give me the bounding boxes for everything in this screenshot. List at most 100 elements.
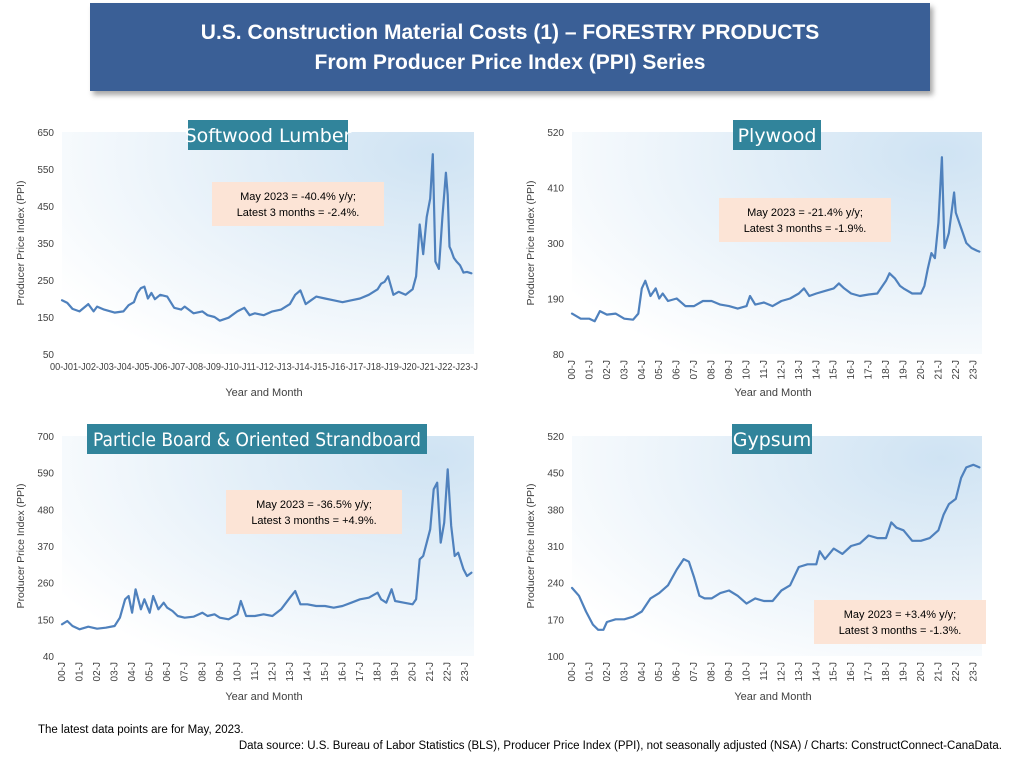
svg-text:Softwood Lumber: Softwood Lumber <box>185 125 352 147</box>
svg-text:Particle Board & Oriented Stra: Particle Board & Oriented Strandboard <box>93 429 421 451</box>
x-tick-label: 21-J <box>933 662 944 681</box>
y-tick-label: 100 <box>547 652 564 663</box>
x-tick-label: 10-J <box>232 662 243 681</box>
x-tick-label: 23-J <box>968 360 979 379</box>
x-tick-label: 22-J <box>951 662 962 681</box>
x-tick-label: 09-J <box>724 662 735 681</box>
x-tick-label: 02-J <box>602 360 613 379</box>
y-tick-label: 550 <box>37 165 54 176</box>
x-tick-label: 15-J <box>320 662 331 681</box>
x-tick-label: 00-J <box>567 360 578 379</box>
x-tick-label: 20-J <box>916 662 927 681</box>
annotation-box: May 2023 = -40.4% y/y; Latest 3 months = … <box>212 182 384 226</box>
x-tick-label: 04-J <box>127 662 138 681</box>
y-tick-label: 260 <box>37 579 54 590</box>
chart-title: Particle Board & Oriented Strandboard <box>87 424 427 454</box>
x-tick-label: 04-J <box>637 662 648 681</box>
x-tick-label: 19-J <box>390 662 401 681</box>
x-tick-label: 15-J <box>829 662 840 681</box>
x-tick-label: 09-J <box>215 662 226 681</box>
y-tick-label: 370 <box>37 542 54 553</box>
x-tick-label: 11-J <box>759 360 770 379</box>
x-tick-label: 18-J <box>373 662 384 681</box>
x-tick-label: 06-J <box>162 662 173 681</box>
y-tick-label: 310 <box>547 542 564 553</box>
annotation-box: May 2023 = -36.5% y/y; Latest 3 months = … <box>226 490 402 534</box>
x-tick-label: 22-J <box>951 360 962 379</box>
y-axis-label: Producer Price Index (PPI) <box>525 181 537 306</box>
x-tick-label: 07-J <box>180 662 191 681</box>
y-tick-label: 480 <box>37 505 54 516</box>
svg-text:May 2023 = -21.4% y/y;: May 2023 = -21.4% y/y; <box>747 207 863 219</box>
x-tick-label: 00-J <box>57 662 68 681</box>
x-tick-label: 01-J <box>584 662 595 681</box>
series-line <box>60 468 473 631</box>
series-line <box>60 153 473 322</box>
y-tick-label: 700 <box>37 432 54 443</box>
y-tick-label: 40 <box>43 652 55 663</box>
x-tick-label: 08-J <box>707 360 718 379</box>
x-tick-label: 16-J <box>846 662 857 681</box>
y-tick-label: 650 <box>37 128 54 139</box>
x-tick-label: 14-J <box>302 662 313 681</box>
x-tick-label: 20-J <box>408 662 419 681</box>
x-tick-label: 17-J <box>355 662 366 681</box>
x-tick-label: 07-J <box>689 360 700 379</box>
x-tick-label: 21-J <box>425 662 436 681</box>
x-tick-label: 05-J <box>654 360 665 379</box>
x-tick-label: 18-J <box>881 360 892 379</box>
x-tick-label: 02-J <box>602 662 613 681</box>
svg-text:May 2023 = +3.4% y/y;: May 2023 = +3.4% y/y; <box>844 609 957 621</box>
x-tick-label: 01-J <box>584 360 595 379</box>
x-tick-label: 06-J <box>672 662 683 681</box>
x-tick-label: 16-J <box>846 360 857 379</box>
series-line <box>570 156 981 323</box>
x-tick-label: 07-J <box>689 662 700 681</box>
x-tick-label: 12-J <box>267 662 278 681</box>
y-tick-label: 450 <box>547 469 564 480</box>
y-axis-label: Producer Price Index (PPI) <box>15 484 27 609</box>
x-axis-label: Year and Month <box>734 387 811 399</box>
y-tick-label: 240 <box>547 579 564 590</box>
y-tick-label: 80 <box>553 350 565 361</box>
x-tick-label: 01-J <box>75 662 86 681</box>
x-tick-labels: 00-J01-J02-J03-J04-J05-J06-J07-J08-J09-J… <box>50 362 478 373</box>
x-tick-label: 16-J <box>338 662 349 681</box>
x-tick-label: 10-J <box>741 662 752 681</box>
chart-particle-board-osb: 40 150 260 370 480 590 700 00-J 01-J 02-J 03-J 04-J… <box>0 422 500 714</box>
annotation-box: May 2023 = -21.4% y/y; Latest 3 months = … <box>719 198 891 242</box>
y-axis-label: Producer Price Index (PPI) <box>15 181 27 306</box>
x-tick-label: 13-J <box>285 662 296 681</box>
x-tick-label: 13-J <box>794 360 805 379</box>
x-tick-label: 21-J <box>933 360 944 379</box>
series-line <box>570 463 981 631</box>
x-tick-label: 12-J <box>776 662 787 681</box>
data-source: Data source: U.S. Bureau of Labor Statis… <box>238 740 1002 752</box>
y-tick-label: 50 <box>43 350 55 361</box>
x-tick-label: 15-J <box>829 360 840 379</box>
footnote: The latest data points are for May, 2023… <box>38 724 244 736</box>
x-axis-label: Year and Month <box>734 691 811 703</box>
svg-text:May 2023 = -40.4% y/y;: May 2023 = -40.4% y/y; <box>240 191 356 203</box>
x-tick-label: 14-J <box>811 662 822 681</box>
y-axis-label: Producer Price Index (PPI) <box>525 484 537 609</box>
y-tick-label: 170 <box>547 615 564 626</box>
x-tick-label: 00-J <box>567 662 578 681</box>
x-tick-label: 19-J <box>898 360 909 379</box>
x-axis-label: Year and Month <box>225 387 302 399</box>
y-tick-label: 300 <box>547 239 564 250</box>
x-tick-label: 10-J <box>741 360 752 379</box>
y-tick-label: 520 <box>547 432 564 443</box>
y-tick-label: 350 <box>37 239 54 250</box>
chart-plywood: 80 190 300 410 520 00-J 01-J 02-J 03-J 04-J 05-J 06… <box>512 118 1022 410</box>
x-tick-label: 20-J <box>916 360 927 379</box>
y-tick-label: 150 <box>37 615 54 626</box>
x-tick-label: 02-J <box>92 662 103 681</box>
x-axis-label: Year and Month <box>225 691 302 703</box>
y-tick-label: 190 <box>547 295 564 306</box>
svg-text:Latest 3 months = -1.3%.: Latest 3 months = -1.3%. <box>839 625 962 637</box>
x-tick-label: 17-J <box>864 360 875 379</box>
chart-softwood-lumber: 50 150 250 350 450 550 650 00-J01-J02-J03-J04-J… <box>0 118 500 410</box>
x-tick-label: 14-J <box>811 360 822 379</box>
chart-title: Gypsum <box>732 424 812 454</box>
